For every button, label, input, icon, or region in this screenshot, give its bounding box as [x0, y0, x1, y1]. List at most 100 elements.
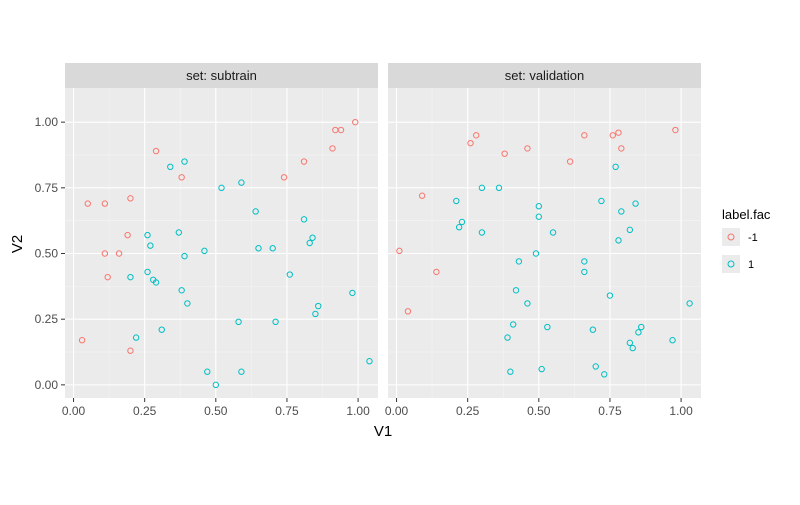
x-tick-label: 0.75	[598, 404, 622, 418]
series-pos	[453, 163, 693, 378]
data-point	[510, 321, 517, 328]
x-tick-label: 1.00	[669, 404, 693, 418]
data-point	[337, 126, 345, 134]
data-point	[467, 139, 474, 147]
data-point	[632, 200, 639, 207]
data-point	[549, 229, 557, 236]
data-point	[606, 292, 614, 299]
data-point	[167, 163, 174, 171]
x-tick-label: 0.25	[456, 404, 480, 418]
data-point	[635, 329, 642, 336]
data-point	[581, 268, 588, 276]
data-point	[433, 268, 440, 276]
data-point	[280, 174, 288, 181]
y-axis-title: V2	[9, 235, 26, 253]
data-point	[349, 289, 356, 297]
data-point	[158, 326, 165, 333]
x-tick-label: 0.75	[275, 404, 299, 418]
panel-background	[388, 88, 701, 398]
data-point	[404, 308, 412, 315]
data-point	[78, 337, 86, 344]
x-tick-label: 0.50	[527, 404, 551, 418]
series-pos	[127, 158, 373, 389]
y-tick-label: 0.00	[35, 378, 59, 392]
data-point	[609, 132, 616, 139]
data-point	[178, 287, 185, 294]
data-point	[458, 218, 466, 226]
data-point	[512, 287, 520, 294]
data-point	[538, 365, 545, 373]
x-tick-label: 0.00	[62, 404, 86, 418]
data-point	[132, 334, 140, 341]
panel-1: set: subtrain 0.00 0.25 0.50 0.75 1.00 0.00 0.2…	[35, 63, 378, 418]
data-point	[84, 200, 91, 207]
data-point	[306, 239, 313, 247]
panels-layer: set: subtrain 0.00 0.25 0.50 0.75 1.00 0.00 0.2…	[35, 63, 701, 418]
data-point	[453, 197, 460, 205]
x-tick-label: 0.00	[385, 404, 409, 418]
data-point	[618, 145, 625, 152]
data-point	[473, 132, 480, 139]
facet-strip-label: set: validation	[505, 68, 585, 83]
data-point	[329, 145, 336, 152]
data-point	[504, 334, 511, 341]
data-point	[152, 147, 160, 155]
panel-2: set: validation 0.00 0.25 0.50 0.75 1.00	[385, 63, 701, 418]
y-tick-label: 0.25	[35, 312, 59, 326]
legend-key-pos	[722, 255, 740, 273]
data-point	[286, 271, 293, 278]
x-tick-label: 0.25	[133, 404, 157, 418]
data-point	[478, 229, 486, 236]
data-point	[255, 245, 262, 252]
legend-point-neg	[727, 233, 735, 241]
data-point	[312, 310, 319, 318]
data-point	[615, 129, 622, 136]
x-tick-label: 1.00	[346, 404, 370, 418]
data-point	[524, 300, 531, 307]
data-point	[592, 363, 599, 370]
data-point	[235, 318, 242, 326]
data-point	[501, 150, 508, 157]
data-point	[396, 247, 403, 255]
data-point	[626, 339, 634, 347]
data-point	[495, 184, 503, 192]
x-tick-label: 0.50	[204, 404, 228, 418]
series-neg	[396, 126, 679, 315]
data-point	[478, 184, 486, 192]
data-point	[272, 318, 279, 326]
data-point	[201, 247, 208, 255]
data-point	[598, 197, 605, 205]
data-point	[212, 381, 220, 389]
data-point	[252, 208, 259, 215]
data-point	[300, 216, 308, 223]
data-point	[535, 213, 543, 220]
data-point	[315, 302, 322, 310]
facet-strip	[65, 63, 378, 88]
data-point	[147, 242, 154, 249]
data-point	[626, 226, 634, 234]
data-point	[181, 158, 188, 165]
data-point	[669, 337, 676, 344]
data-point	[101, 200, 109, 207]
data-point	[115, 250, 123, 257]
data-point	[309, 234, 316, 241]
data-point	[581, 258, 588, 265]
data-point	[418, 192, 426, 199]
legend-point-pos	[727, 260, 735, 268]
data-point	[629, 344, 636, 352]
data-point	[544, 323, 551, 331]
x-axis-title: V1	[374, 423, 392, 440]
data-point	[352, 118, 359, 126]
data-point	[178, 174, 185, 181]
data-point	[615, 237, 622, 244]
data-point	[366, 358, 373, 365]
legend-title: label.fac	[722, 207, 771, 222]
data-point	[127, 195, 134, 202]
data-point	[566, 158, 574, 165]
data-point	[300, 158, 308, 165]
legend: label.fac -1 1	[722, 207, 771, 273]
data-point	[101, 250, 109, 257]
data-point	[638, 323, 645, 331]
facet-strip-label: set: subtrain	[186, 68, 257, 83]
